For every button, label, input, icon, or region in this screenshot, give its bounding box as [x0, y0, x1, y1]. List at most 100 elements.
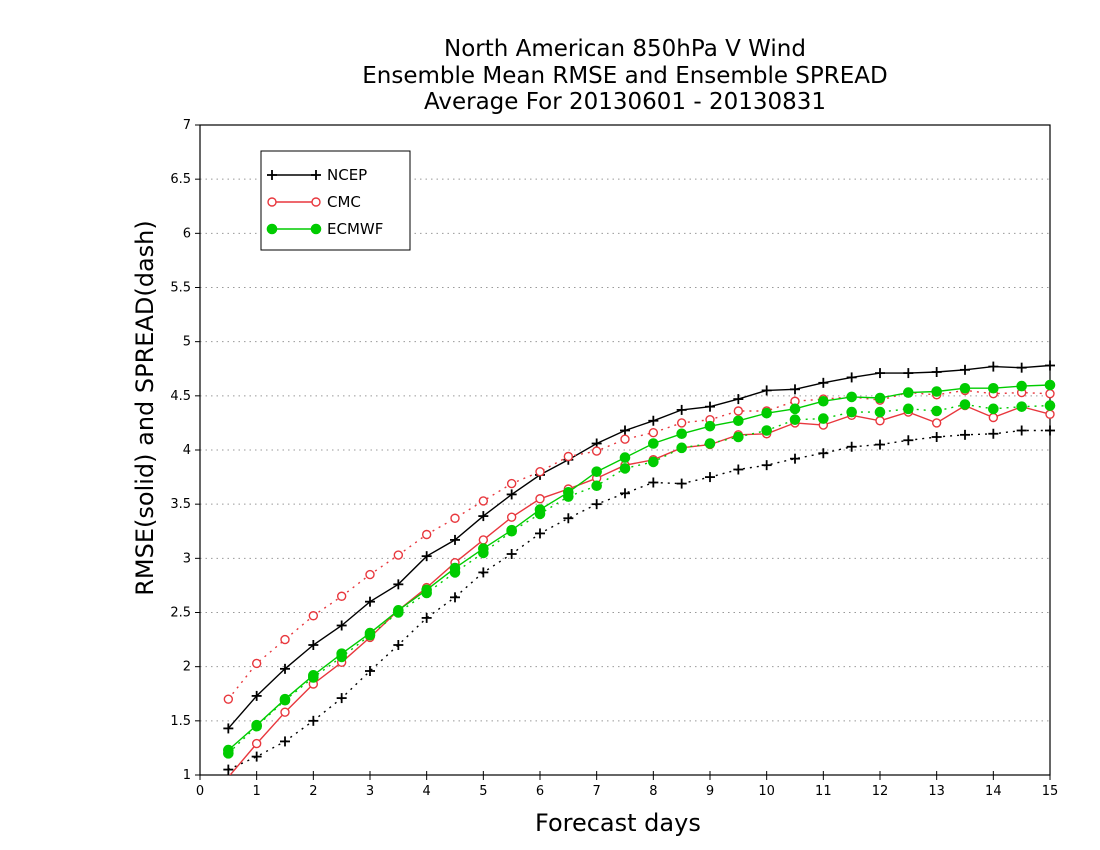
series-ncep-rmse-line	[227, 364, 1050, 729]
y-axis-title: RMSE(solid) and SPREAD(dash)	[131, 220, 159, 596]
point-ecmwf-rmse	[789, 403, 801, 415]
point-ncep-spread	[931, 432, 942, 442]
point-ecmwf-rmse	[336, 648, 347, 659]
point-ncep-rmse	[903, 368, 914, 379]
point-ecmwf-spread	[789, 414, 801, 425]
point-ecmwf-spread	[761, 425, 772, 436]
legend-item-ecmwf: ECMWF	[266, 220, 383, 238]
point-ncep-spread	[620, 488, 630, 499]
series-ncep-spread	[223, 425, 1055, 775]
point-ncep-rmse	[790, 384, 800, 395]
point-ncep-spread	[960, 429, 970, 440]
point-ecmwf-spread	[619, 463, 631, 474]
point-ncep-spread	[1016, 425, 1027, 436]
x-tick-label: 10	[758, 784, 775, 799]
point-ncep-spread	[790, 453, 800, 464]
y-axis: 1 1.5 2 2.5 3 3.5 4 4.5 5 5.5 6 6.5 7	[170, 118, 200, 783]
x-tick-label: 0	[196, 784, 204, 799]
point-ecmwf-rmse	[931, 386, 942, 397]
point-ecmwf-rmse	[279, 693, 291, 705]
point-ncep-rmse	[875, 368, 885, 379]
point-ecmwf-spread	[874, 406, 886, 418]
y-tick-label: 6	[183, 226, 191, 241]
point-ecmwf-rmse	[591, 466, 602, 477]
x-tick-label: 12	[872, 784, 889, 799]
point-ncep-rmse	[676, 404, 687, 415]
y-tick-label: 3.5	[170, 497, 191, 512]
point-ecmwf-rmse	[421, 584, 432, 596]
point-ecmwf-rmse	[874, 392, 886, 404]
point-ecmwf-rmse	[223, 744, 234, 756]
point-ncep-spread	[223, 764, 234, 775]
point-ncep-spread	[393, 640, 404, 650]
series-ecmwf-spread-line	[227, 403, 1050, 754]
series-cmc-rmse-line	[229, 404, 1050, 775]
point-ncep-spread	[1045, 425, 1055, 436]
point-ncep-rmse	[223, 723, 234, 734]
point-cmc-rmse	[251, 738, 262, 749]
series-layer	[223, 360, 1056, 775]
series-cmc-spread-line	[227, 389, 1050, 700]
y-tick-label: 4.5	[170, 389, 191, 404]
x-tick-label: 3	[366, 784, 374, 799]
point-cmc-rmse	[988, 412, 999, 423]
point-ecmwf-spread	[676, 442, 687, 454]
point-ecmwf-rmse	[563, 486, 574, 498]
point-ncep-rmse	[336, 620, 347, 631]
point-cmc-rmse	[1045, 409, 1055, 419]
legend-label: ECMWF	[327, 220, 383, 238]
series-ncep-spread-line	[228, 429, 1050, 771]
legend-marker	[267, 170, 277, 180]
point-ncep-spread	[280, 736, 290, 747]
point-cmc-spread	[478, 496, 489, 506]
x-tick-label: 13	[928, 784, 945, 799]
point-ncep-spread	[336, 693, 347, 704]
point-ncep-rmse	[960, 364, 970, 375]
point-ecmwf-spread	[648, 456, 659, 468]
point-ecmwf-rmse	[733, 415, 744, 427]
point-ncep-rmse	[421, 551, 432, 562]
y-tick-label: 7	[183, 118, 191, 133]
series-ecmwf-rmse-line	[227, 384, 1050, 751]
point-ncep-spread	[421, 612, 432, 623]
point-ncep-rmse	[988, 361, 999, 372]
point-cmc-spread	[506, 478, 517, 489]
point-cmc-spread	[365, 569, 375, 580]
chart-title-line-3: Average For 20130601 - 20130831	[423, 89, 827, 115]
point-ncep-rmse	[818, 377, 829, 388]
point-cmc-spread	[620, 434, 630, 444]
point-ncep-rmse	[450, 534, 460, 545]
point-ecmwf-spread	[1044, 400, 1056, 411]
point-ecmwf-rmse	[988, 382, 999, 394]
legend-box	[260, 150, 411, 251]
y-tick-label: 5.5	[170, 281, 191, 296]
point-cmc-spread	[336, 591, 347, 601]
point-ncep-rmse	[761, 385, 772, 396]
point-cmc-spread	[1045, 388, 1055, 399]
point-ncep-spread	[365, 666, 375, 676]
y-tick-label: 1.5	[170, 714, 191, 729]
point-ncep-rmse	[478, 511, 489, 522]
point-ncep-rmse	[648, 415, 659, 426]
point-ecmwf-spread	[818, 413, 829, 424]
legend-item-cmc: CMC	[267, 193, 361, 211]
legend-marker	[311, 170, 321, 180]
point-ecmwf-spread	[1016, 401, 1027, 412]
point-ncep-spread	[875, 439, 885, 450]
point-ecmwf-rmse	[1044, 379, 1056, 391]
point-ncep-spread	[761, 460, 772, 471]
point-cmc-spread	[308, 611, 319, 621]
series-ecmwf-rmse	[223, 379, 1056, 756]
point-ecmwf-rmse	[903, 387, 914, 398]
y-tick-label: 4	[183, 443, 191, 458]
point-ncep-rmse	[1016, 362, 1027, 373]
legend-marker	[267, 197, 277, 207]
chart-title-line-2: Ensemble Mean RMSE and Ensemble SPREAD	[362, 63, 888, 89]
point-ecmwf-rmse	[704, 420, 716, 432]
point-cmc-rmse	[875, 416, 885, 426]
point-cmc-spread	[280, 634, 290, 645]
point-cmc-spread	[450, 513, 460, 523]
point-ncep-spread	[903, 435, 914, 446]
x-tick-label: 9	[706, 784, 714, 799]
legend-label: CMC	[327, 193, 361, 211]
